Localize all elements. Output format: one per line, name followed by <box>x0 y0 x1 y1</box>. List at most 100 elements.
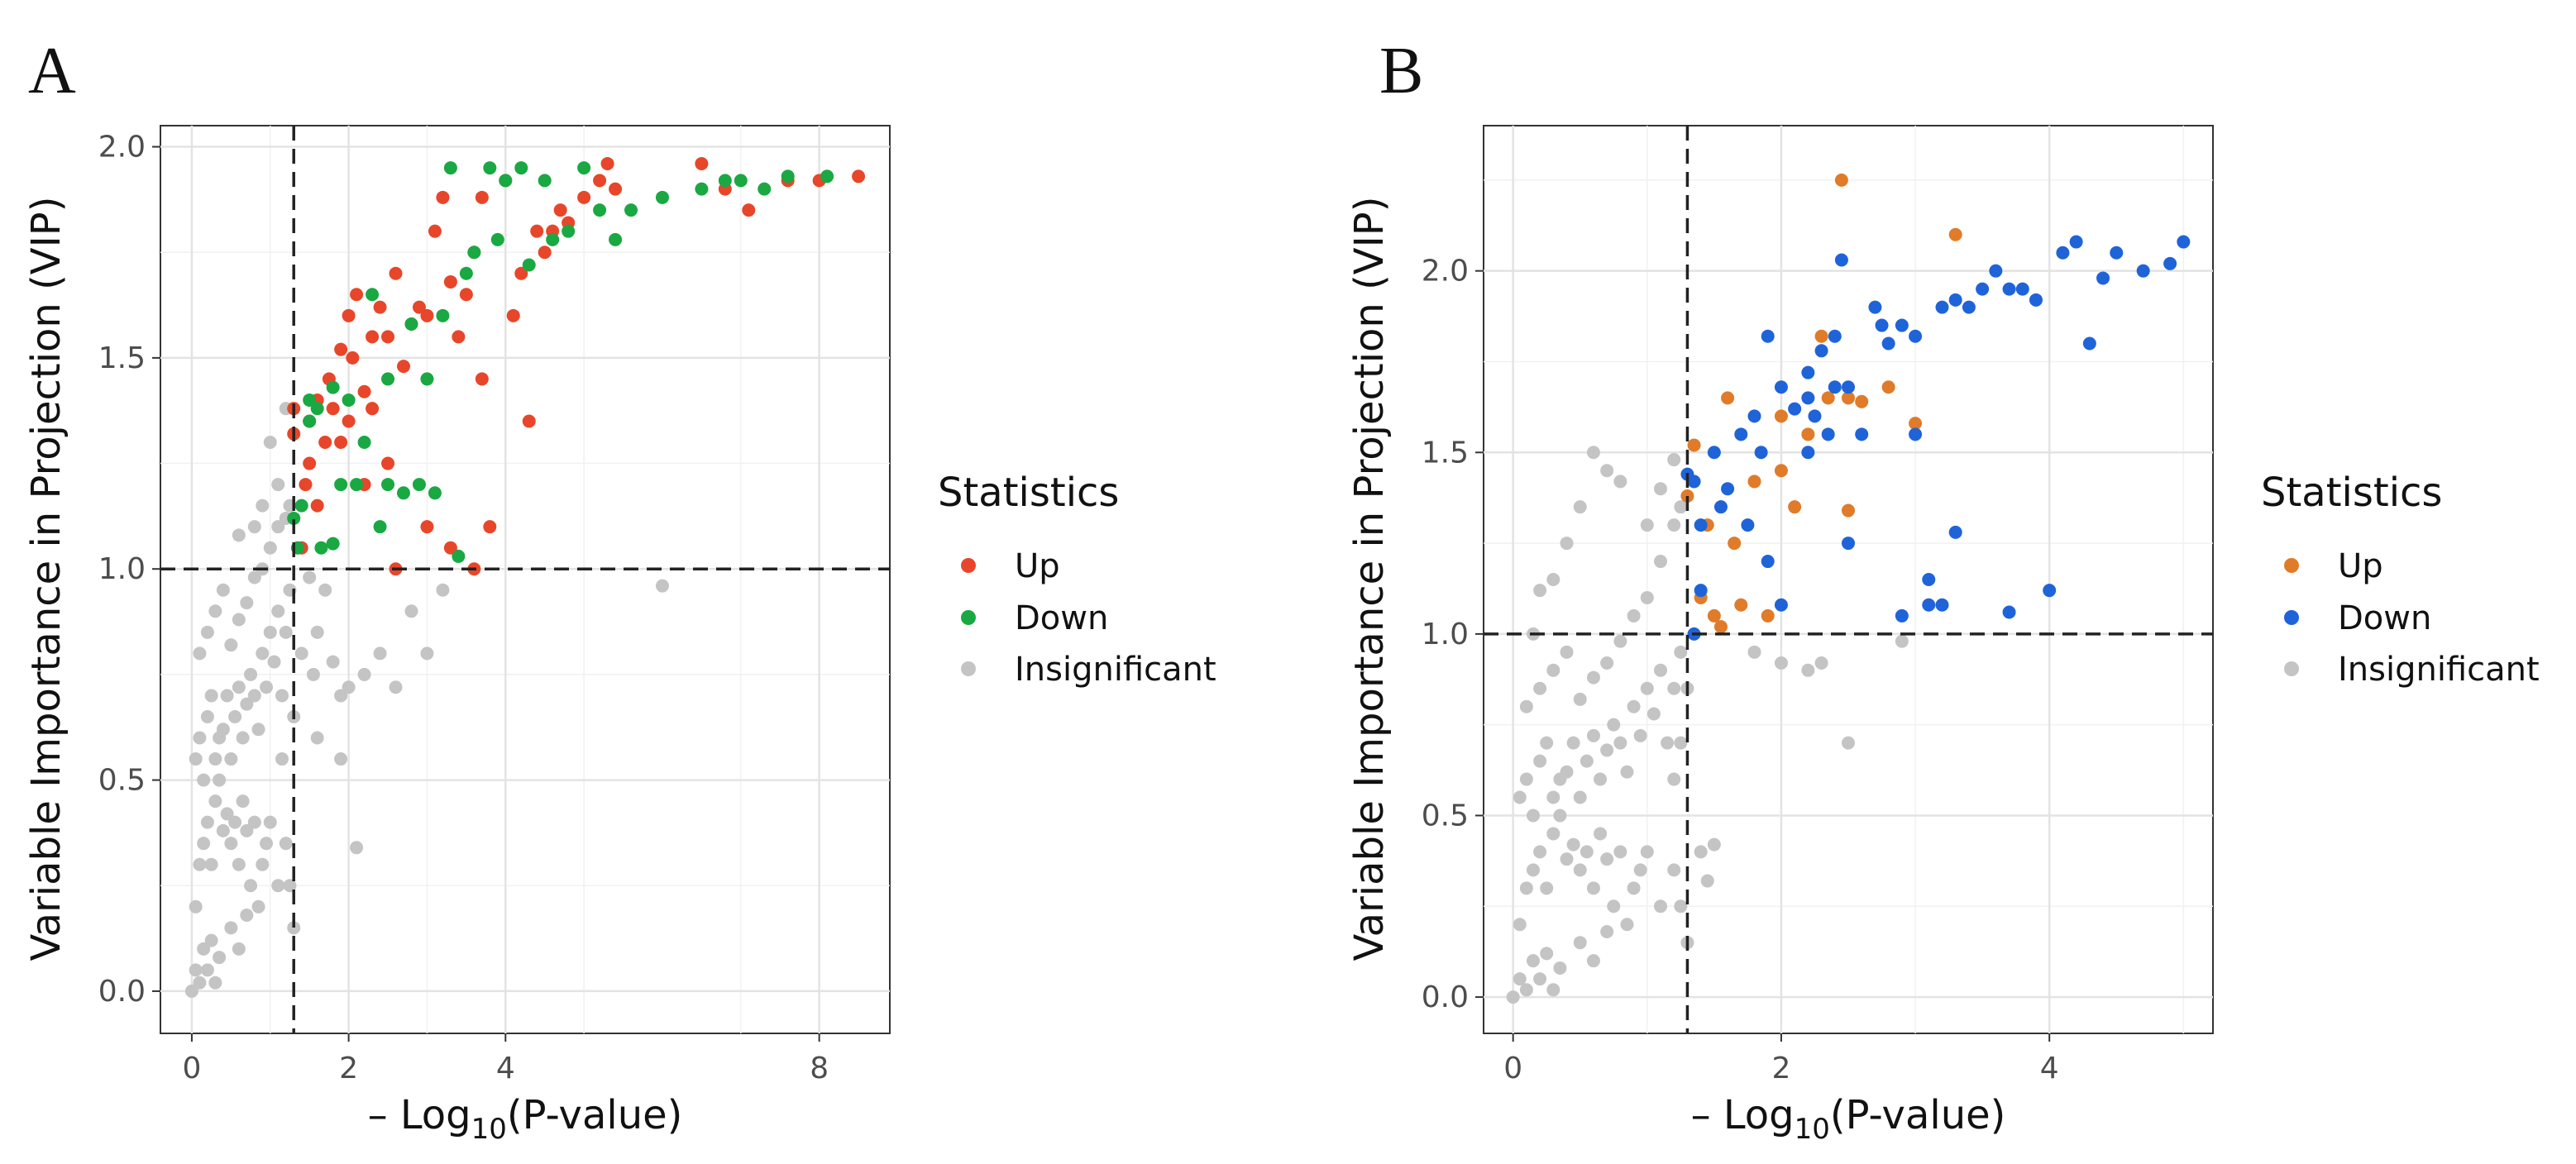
panel-b-point-insignificant <box>1694 845 1708 859</box>
panel-a-point-up <box>346 351 360 365</box>
panel-a-y-tick-label: 0.5 <box>98 764 146 798</box>
panel-b-x-axis: 0 2 4 <box>1503 1033 2059 1085</box>
panel-a-point-insignificant <box>197 942 211 956</box>
panel-a-legend-title: Statistics <box>938 470 1119 516</box>
panel-a-point-insignificant <box>251 723 265 737</box>
panel-a-point-down <box>326 537 340 551</box>
panel-a-point-insignificant <box>263 436 277 450</box>
panel-a-point-down <box>452 549 466 563</box>
panel-b-reference-lines <box>1484 126 2213 1033</box>
panel-b-points <box>1506 173 2191 1004</box>
panel-b-point-insignificant <box>1613 475 1627 489</box>
panel-b-legend-label-down: Down <box>2338 599 2431 637</box>
panel-a-point-up <box>366 402 380 416</box>
panel-a-point-insignificant <box>213 773 227 787</box>
panel-a-point-insignificant <box>287 921 301 935</box>
panel-a-point-down <box>514 161 528 175</box>
panel-a-point-insignificant <box>350 841 364 855</box>
panel-b-point-up <box>1948 227 1962 241</box>
panel-b-point-insignificant <box>1580 845 1594 859</box>
panel-b-point-down <box>2015 282 2029 296</box>
panel-a-point-up <box>436 190 450 204</box>
panel-a-point-down <box>314 541 328 555</box>
panel-a-point-up <box>318 436 332 450</box>
panel-b-point-up <box>1881 380 1895 394</box>
panel-b-point-down <box>1909 329 1923 343</box>
panel-a-point-insignificant <box>240 823 254 837</box>
panel-b-point-insignificant <box>1540 736 1554 750</box>
panel-a-point-down <box>483 161 497 175</box>
panel-a-point-insignificant <box>232 857 246 871</box>
panel-b-point-insignificant <box>1573 790 1587 804</box>
panel-a-point-insignificant <box>200 709 214 723</box>
panel-b-point-down <box>2002 282 2016 296</box>
panel-a-point-insignificant <box>193 646 207 661</box>
panel-a-point-insignificant <box>224 921 238 935</box>
panel-b-point-insignificant <box>1540 881 1554 895</box>
panel-b-x-tick-label: 0 <box>1503 1052 1522 1085</box>
panel-b-point-down <box>1801 365 1815 379</box>
panel-b-point-insignificant <box>1553 809 1567 823</box>
panel-b-point-insignificant <box>1633 728 1647 742</box>
panel-a-point-down <box>758 182 772 196</box>
panel-a-point-insignificant <box>294 646 308 661</box>
panel-a-point-up <box>428 224 442 238</box>
panel-a-point-insignificant <box>275 689 289 703</box>
panel-b-point-insignificant <box>1586 881 1600 895</box>
panel-b-point-down <box>1801 391 1815 405</box>
panel-b-point-up <box>1909 417 1923 431</box>
panel-a-point-up <box>389 266 403 280</box>
panel-b-point-insignificant <box>1533 972 1547 986</box>
panel-b-point-insignificant <box>1600 852 1614 866</box>
panel-a-point-down <box>609 232 623 246</box>
panel-a-point-down <box>562 224 576 238</box>
panel-b: B 0 2 4 0.0 0.5 1.0 1.5 2.0 – Log10(P-value) V… <box>1346 35 2540 1146</box>
panel-b-point-insignificant <box>1560 645 1574 659</box>
panel-b-point-down <box>1842 380 1855 394</box>
panel-a-point-down <box>781 169 795 184</box>
panel-a-point-insignificant <box>303 570 317 584</box>
panel-a-point-insignificant <box>247 570 261 584</box>
panel-a-point-up <box>530 224 544 238</box>
panel-a-point-insignificant <box>310 625 324 639</box>
panel-a-point-down <box>350 478 364 492</box>
panel-b-point-up <box>1687 438 1701 452</box>
panel-b-point-down <box>1761 329 1775 343</box>
panel-b-plot-area <box>1483 125 2214 1034</box>
panel-a-x-tick-label: 2 <box>339 1052 358 1085</box>
panel-b-point-up <box>1747 475 1761 489</box>
panel-a-x-tick-label: 0 <box>182 1052 201 1085</box>
panel-a-point-insignificant <box>184 984 198 998</box>
panel-a-point-down <box>443 161 457 175</box>
panel-a-point-down <box>490 232 504 246</box>
panel-a-point-insignificant <box>334 752 348 766</box>
panel-a-point-down <box>381 372 395 386</box>
panel-a-point-down <box>366 288 380 302</box>
panel-a-point-insignificant <box>208 976 222 990</box>
panel-a-point-down <box>734 174 748 188</box>
panel-b-point-down <box>1922 598 1936 612</box>
panel-b-point-insignificant <box>1546 573 1560 586</box>
panel-a-point-down <box>820 169 834 184</box>
panel-a-point-insignificant <box>244 667 258 681</box>
panel-a-point-up <box>381 330 395 344</box>
panel-b-point-up <box>1680 489 1694 503</box>
panel-b-point-insignificant <box>1674 645 1688 659</box>
panel-b-y-tick-label: 0.0 <box>1422 980 1469 1014</box>
panel-b-point-insignificant <box>1519 983 1533 997</box>
panel-b-y-tick-label: 1.0 <box>1422 618 1469 651</box>
panel-a-point-up <box>420 308 434 322</box>
panel-a-point-insignificant <box>404 604 418 618</box>
panel-b-point-insignificant <box>1707 837 1721 852</box>
panel-a-point-up <box>600 156 614 170</box>
panel-a-point-insignificant <box>247 689 261 703</box>
panel-a-point-insignificant <box>247 520 261 534</box>
panel-b-point-down <box>2096 271 2110 285</box>
panel-b-point-insignificant <box>1546 827 1560 841</box>
panel-a-point-up <box>443 541 457 555</box>
panel-b-x-axis-title: – Log10(P-value) <box>1691 1092 2006 1146</box>
panel-a-point-insignificant <box>200 625 214 639</box>
panel-b-legend-label-insignificant: Insignificant <box>2338 651 2540 689</box>
panel-a-point-insignificant <box>318 583 332 597</box>
panel-b-point-insignificant <box>1667 453 1681 467</box>
